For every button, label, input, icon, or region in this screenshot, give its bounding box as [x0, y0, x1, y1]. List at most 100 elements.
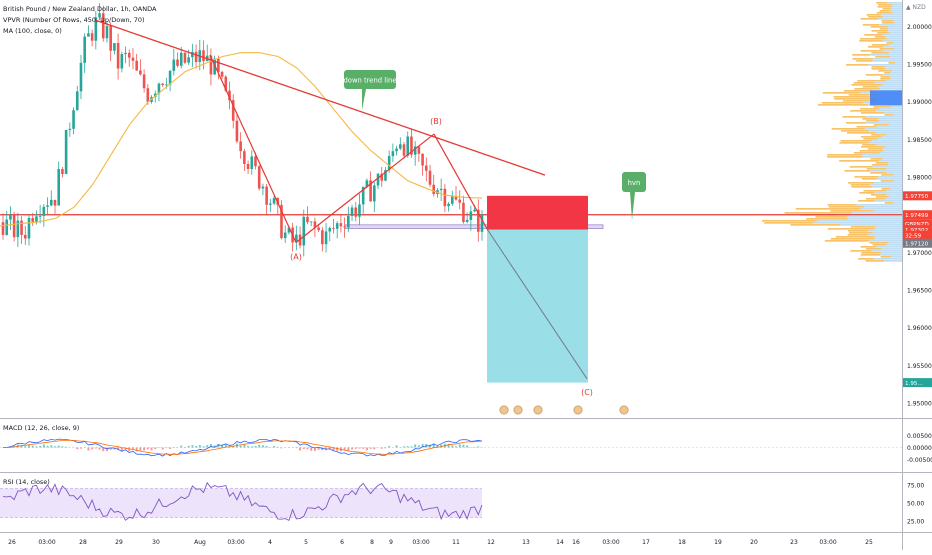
- vpvr-row-up: [870, 158, 882, 160]
- vpvr-row-up: [859, 40, 882, 42]
- vpvr-row-down: [880, 152, 902, 154]
- vpvr-row-up: [796, 208, 861, 210]
- macd-histogram-bar: [154, 448, 156, 450]
- vpvr-row-down: [888, 30, 902, 32]
- macd-histogram-bar: [474, 447, 476, 448]
- vpvr-row-down: [891, 256, 902, 258]
- vpvr-row-up: [828, 228, 875, 230]
- macd-histogram-bar: [295, 448, 297, 449]
- macd-histogram-bar: [32, 446, 34, 448]
- vpvr-row-up: [882, 22, 895, 24]
- candle-body: [173, 60, 176, 71]
- vpvr-row-down: [886, 36, 903, 38]
- vpvr-row-down: [882, 50, 902, 52]
- candle-body: [39, 216, 42, 217]
- vpvr-row-up: [850, 166, 873, 168]
- vpvr-row-up: [848, 230, 868, 232]
- vpvr-row-up: [880, 10, 891, 12]
- candle-body: [354, 208, 357, 217]
- vpvr-row-down: [881, 14, 902, 16]
- candle-body: [317, 227, 320, 230]
- candle-body: [72, 110, 75, 129]
- vpvr-row-up: [875, 36, 886, 38]
- vpvr-row-down: [866, 116, 902, 118]
- macd-histogram-bar: [355, 448, 357, 449]
- vpvr-row-down: [873, 58, 902, 60]
- vpvr-row-up: [872, 30, 889, 32]
- vpvr-row-down: [870, 54, 902, 56]
- candle-body: [451, 197, 454, 204]
- price-tick-label: 1.96500: [907, 287, 932, 294]
- event-icon: [574, 406, 582, 414]
- vpvr-row-up: [834, 98, 876, 100]
- event-icon: [500, 406, 508, 414]
- macd-histogram-bar: [247, 446, 249, 447]
- macd-histogram-bar: [106, 448, 108, 452]
- vpvr-row-down: [893, 114, 902, 116]
- vpvr-row-down: [847, 216, 902, 218]
- vpvr-row-down: [891, 10, 902, 12]
- time-axis-label: 03:00: [602, 539, 619, 546]
- macd-histogram-bar: [310, 448, 312, 451]
- vpvr-row-up: [866, 120, 879, 122]
- vpvr-row-down: [872, 140, 902, 142]
- time-axis-label: 16: [572, 539, 580, 546]
- vpvr-row-up: [841, 140, 873, 142]
- candle-body: [161, 84, 164, 85]
- macd-histogram-bar: [451, 445, 453, 447]
- vpvr-row-up: [857, 126, 877, 128]
- macd-histogram-bar: [306, 448, 308, 450]
- macd-histogram-bar: [466, 445, 468, 447]
- macd-histogram-bar: [169, 448, 171, 449]
- vpvr-row-up: [853, 58, 874, 60]
- time-axis-label: 29: [115, 539, 123, 546]
- vpvr-row-up: [866, 260, 885, 262]
- candle-body: [254, 156, 257, 166]
- vpvr-row-up: [854, 88, 879, 90]
- vpvr-row-up: [862, 178, 877, 180]
- vpvr-row-down: [883, 34, 903, 36]
- vpvr-row-down: [865, 128, 902, 130]
- candle-body: [343, 226, 346, 227]
- vpvr-row-up: [857, 80, 885, 82]
- macd-histogram-bar: [188, 446, 190, 448]
- vpvr-row-up: [888, 62, 895, 64]
- macd-histogram-bar: [50, 445, 52, 447]
- candle-body: [83, 37, 86, 63]
- vpvr-row-up: [867, 14, 881, 16]
- vpvr-row-down: [870, 184, 902, 186]
- vpvr-row-up: [818, 104, 868, 106]
- candle-body: [121, 54, 124, 68]
- macd-histogram-bar: [199, 445, 201, 447]
- macd-histogram-bar: [191, 445, 193, 447]
- callout-hvn-text: hvn: [628, 179, 641, 187]
- candle-body: [76, 91, 79, 110]
- candle-body: [2, 222, 5, 235]
- rsi-tick-label: 75.00: [907, 482, 924, 489]
- macd-histogram-bar: [388, 446, 390, 447]
- candle-body: [473, 210, 476, 212]
- macd-histogram-bar: [266, 446, 268, 448]
- vpvr-row-down: [875, 82, 903, 84]
- macd-histogram-bar: [407, 446, 409, 447]
- vpvr-row-down: [874, 210, 903, 212]
- vpvr-row-up: [873, 244, 887, 246]
- vpvr-row-up: [866, 198, 885, 200]
- candle-body: [351, 208, 354, 216]
- vpvr-row-down: [856, 204, 902, 206]
- candle-body: [176, 60, 179, 66]
- candle-body: [28, 218, 31, 238]
- candle-body: [31, 218, 34, 222]
- time-axis-label: 30: [152, 539, 160, 546]
- macd-tick-label: 0.00000: [907, 445, 932, 452]
- vpvr-row-up: [851, 186, 873, 188]
- vpvr-row-up: [828, 204, 856, 206]
- time-axis-label: 5: [304, 539, 308, 546]
- macd-histogram-bar: [47, 446, 49, 448]
- ma-legend: MA (100, close, 0): [3, 27, 62, 35]
- macd-histogram-bar: [370, 448, 372, 449]
- candle-body: [273, 198, 276, 203]
- candle-body: [444, 189, 447, 206]
